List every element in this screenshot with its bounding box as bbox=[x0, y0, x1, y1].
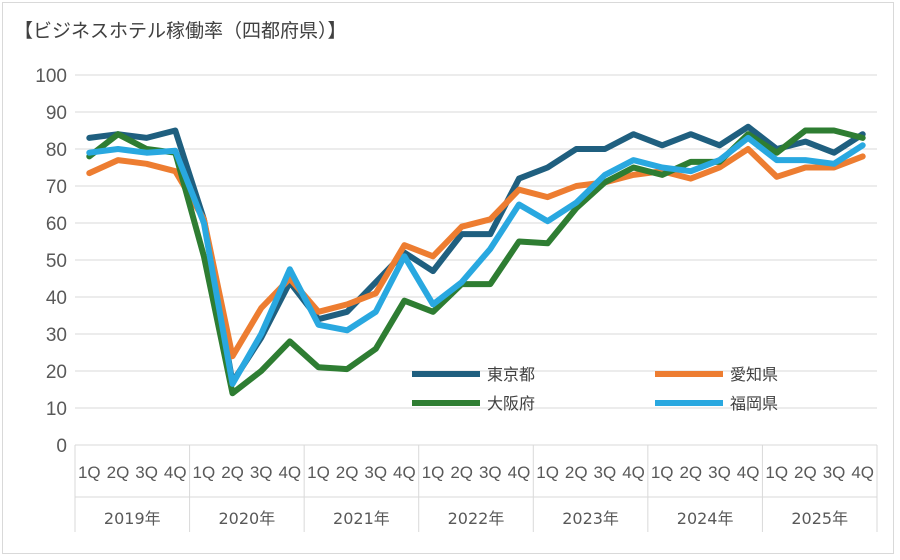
x-tick-label: 3Q bbox=[479, 463, 502, 482]
x-tick-label: 3Q bbox=[708, 463, 731, 482]
y-axis-ticks: 0 10 20 30 40 50 60 70 80 90 100 bbox=[35, 66, 67, 457]
x-tick-label: 2Q bbox=[679, 463, 702, 482]
y-tick-label: 80 bbox=[46, 140, 67, 161]
x-tick-label: 1Q bbox=[78, 463, 101, 482]
x-axis: 1Q 2Q 3Q 4Q 1Q 2Q 3Q 4Q 1Q 2Q 3Q 4Q 1Q 2Q 3Q 4Q 1Q 2Q 3Q 4Q… bbox=[74, 445, 878, 532]
year-label: 2019年 bbox=[104, 509, 161, 528]
year-label: 2021年 bbox=[333, 509, 390, 528]
x-tick-label: 3Q bbox=[135, 463, 158, 482]
chart-title: 【ビジネスホテル稼働率（四都府県）】 bbox=[14, 20, 347, 42]
x-tick-label: 1Q bbox=[307, 463, 330, 482]
x-tick-label: 2Q bbox=[565, 463, 588, 482]
series-lines bbox=[86, 123, 866, 397]
year-label: 2020年 bbox=[218, 509, 275, 528]
x-tick-label: 4Q bbox=[278, 463, 301, 482]
x-tick-label: 2Q bbox=[107, 463, 130, 482]
year-label: 2024年 bbox=[677, 509, 734, 528]
x-tick-label: 1Q bbox=[765, 463, 788, 482]
x-tick-label: 3Q bbox=[364, 463, 387, 482]
legend-label: 東京都 bbox=[487, 365, 535, 384]
x-tick-label: 1Q bbox=[193, 463, 216, 482]
legend-label: 福岡県 bbox=[730, 394, 778, 413]
x-tick-label: 2Q bbox=[221, 463, 244, 482]
x-tick-label: 4Q bbox=[164, 463, 187, 482]
y-tick-label: 20 bbox=[46, 362, 67, 383]
y-tick-label: 60 bbox=[46, 214, 67, 235]
year-label: 2023年 bbox=[562, 509, 619, 528]
y-tick-label: 100 bbox=[35, 66, 67, 87]
x-tick-label: 2Q bbox=[450, 463, 473, 482]
x-tick-label: 4Q bbox=[393, 463, 416, 482]
year-label: 2022年 bbox=[448, 509, 505, 528]
year-label: 2025年 bbox=[791, 509, 848, 528]
x-tick-label: 4Q bbox=[622, 463, 645, 482]
x-tick-label: 1Q bbox=[536, 463, 559, 482]
x-tick-label: 3Q bbox=[823, 463, 846, 482]
x-tick-label: 3Q bbox=[250, 463, 273, 482]
y-tick-label: 10 bbox=[46, 399, 67, 420]
chart-frame bbox=[2, 2, 894, 554]
x-tick-label: 2Q bbox=[336, 463, 359, 482]
x-tick-label: 1Q bbox=[422, 463, 445, 482]
x-tick-label: 3Q bbox=[594, 463, 617, 482]
y-tick-label: 90 bbox=[46, 103, 67, 124]
x-tick-label: 2Q bbox=[794, 463, 817, 482]
x-tick-label: 1Q bbox=[651, 463, 674, 482]
series-line-4 bbox=[86, 134, 866, 387]
y-tick-label: 50 bbox=[46, 251, 67, 272]
legend-label: 大阪府 bbox=[487, 394, 535, 413]
legend-label: 愛知県 bbox=[730, 365, 778, 384]
y-tick-label: 40 bbox=[46, 288, 67, 309]
y-tick-label: 0 bbox=[56, 436, 67, 457]
x-tick-label: 4Q bbox=[851, 463, 874, 482]
x-tick-label: 4Q bbox=[737, 463, 760, 482]
y-tick-label: 30 bbox=[46, 325, 67, 346]
y-tick-label: 70 bbox=[46, 177, 67, 198]
x-tick-label: 4Q bbox=[508, 463, 531, 482]
